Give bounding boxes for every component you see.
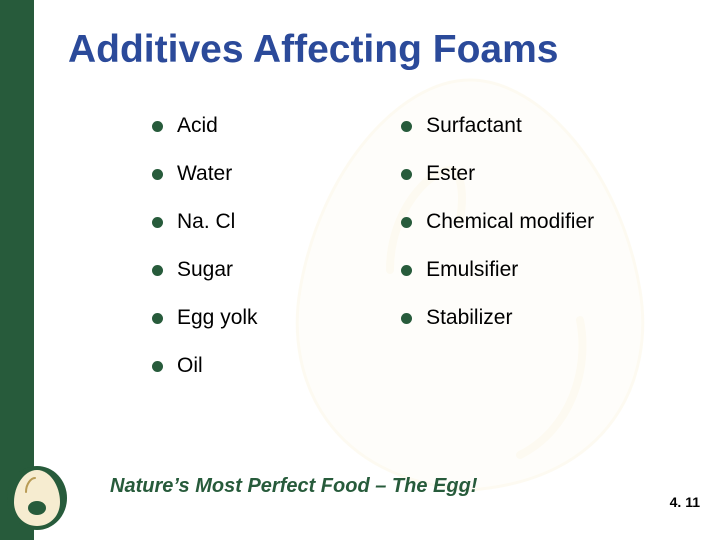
bullet-icon (401, 265, 412, 276)
bullet-icon (152, 361, 163, 372)
bullet-icon (152, 121, 163, 132)
list-item-label: Oil (177, 354, 203, 378)
list-item-label: Ester (426, 162, 475, 186)
bullet-icon (401, 169, 412, 180)
list-item-label: Acid (177, 114, 218, 138)
list-item: Emulsifier (401, 258, 680, 282)
list-item-label: Surfactant (426, 114, 522, 138)
list-item: Sugar (152, 258, 401, 282)
list-item-label: Emulsifier (426, 258, 518, 282)
list-item: Acid (152, 114, 401, 138)
slide-content: Additives Affecting Foams Acid Water Na.… (34, 0, 720, 540)
list-item: Na. Cl (152, 210, 401, 234)
left-column: Acid Water Na. Cl Sugar Egg yolk Oil (152, 114, 401, 378)
list-item: Surfactant (401, 114, 680, 138)
list-item: Chemical modifier (401, 210, 680, 234)
list-item: Stabilizer (401, 306, 680, 330)
page-number: 4. 11 (670, 494, 700, 510)
list-item: Ester (401, 162, 680, 186)
bullet-icon (152, 217, 163, 228)
list-item-label: Sugar (177, 258, 233, 282)
list-item: Water (152, 162, 401, 186)
egg-logo (2, 452, 72, 532)
list-item-label: Chemical modifier (426, 210, 594, 234)
bullet-icon (401, 313, 412, 324)
bullet-icon (152, 265, 163, 276)
bullet-icon (152, 313, 163, 324)
bullet-lists: Acid Water Na. Cl Sugar Egg yolk Oil Sur… (74, 114, 680, 378)
bullet-icon (152, 169, 163, 180)
list-item: Oil (152, 354, 401, 378)
bullet-icon (401, 217, 412, 228)
list-item-label: Water (177, 162, 232, 186)
slide-title: Additives Affecting Foams (68, 28, 680, 72)
footer-tagline: Nature’s Most Perfect Food – The Egg! (110, 475, 477, 498)
list-item-label: Na. Cl (177, 210, 235, 234)
right-column: Surfactant Ester Chemical modifier Emuls… (401, 114, 680, 378)
list-item-label: Egg yolk (177, 306, 258, 330)
bullet-icon (401, 121, 412, 132)
list-item-label: Stabilizer (426, 306, 512, 330)
list-item: Egg yolk (152, 306, 401, 330)
